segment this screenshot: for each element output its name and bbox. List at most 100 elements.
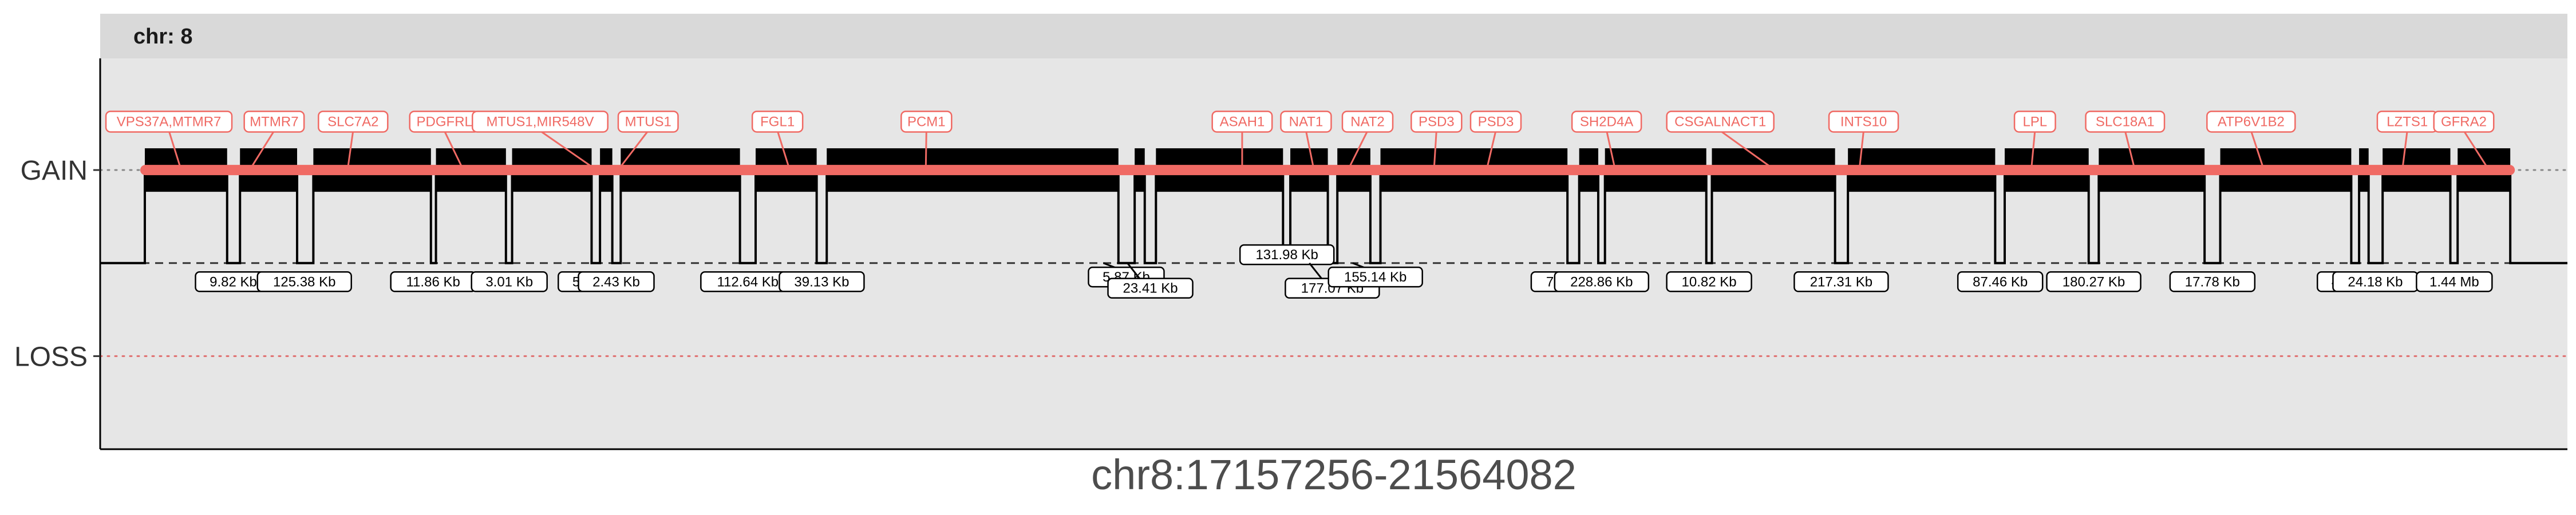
gene-label-16: INTS10 [1840, 114, 1887, 130]
gene-connector-5 [539, 130, 592, 168]
gene-connector-16 [1859, 130, 1865, 167]
gap-label-11: 131.98 Kb [1255, 247, 1318, 263]
gene-label-1: VPS37A,MTMR7 [117, 114, 222, 130]
gene-label-box-11 [1341, 110, 1394, 133]
gene-label-20: LZTS1 [2387, 114, 2428, 130]
gene-label-box-8 [900, 110, 953, 133]
gene-label-21: GFRA2 [2441, 114, 2487, 130]
gene-label-4: PDGFRL [417, 114, 472, 130]
gap-label-3: 11.86 Kb [406, 274, 460, 290]
gene-connector-20 [2401, 130, 2408, 167]
axes: GAIN LOSS [14, 58, 2567, 450]
panel-strip [100, 14, 2567, 58]
gap-label-box-11 [1239, 244, 1335, 266]
gene-connector-18 [2124, 130, 2135, 167]
gene-connector-19 [2250, 130, 2264, 167]
gap-label-box-16 [1666, 271, 1752, 292]
gene-label-box-13 [1469, 110, 1522, 133]
gap-label-1: 9.82 Kb [210, 274, 257, 290]
gene-label-7: FGL1 [760, 114, 795, 130]
gene-connector-10 [1305, 130, 1314, 167]
gene-label-18: SLC18A1 [2096, 114, 2155, 130]
gap-label-22: 24.18 Kb [2348, 274, 2403, 290]
gene-label-box-1 [105, 110, 233, 133]
gene-label-9: ASAH1 [1220, 114, 1265, 130]
gap-label-7: 112.64 Kb [717, 274, 779, 290]
gap-label-18: 87.46 Kb [1973, 274, 2028, 290]
gene-label-15: CSGALNACT1 [1674, 114, 1766, 130]
gene-connector-21 [2463, 130, 2488, 167]
gene-label-2: MTMR7 [250, 114, 298, 130]
gap-label-2: 125.38 Kb [273, 274, 335, 290]
gap-label-15: 228.86 Kb [1570, 274, 1633, 290]
gap-label-box-15 [1554, 271, 1650, 292]
gene-label-box-2 [243, 110, 305, 133]
gap-label-13: 155.14 Kb [1344, 270, 1406, 285]
x-axis-title: chr8:17157256-21564082 [1091, 451, 1577, 498]
gap-label-box-4 [471, 271, 548, 292]
gap-label-17: 217.31 Kb [1810, 274, 1872, 290]
gene-label-19: ATP6V1B2 [2218, 114, 2285, 130]
gap-label-box-20 [2169, 271, 2256, 292]
gene-label-11: NAT2 [1350, 114, 1385, 130]
gene-label-13: PSD3 [1478, 114, 1514, 130]
gene-label-box-17 [2013, 110, 2056, 133]
gap-label-box-17 [1793, 271, 1889, 292]
gap-label-box-18 [1957, 271, 2044, 292]
gene-connector-15 [1720, 130, 1771, 168]
gene-connector-11 [1349, 130, 1369, 167]
gene-label-12: PSD3 [1419, 114, 1455, 130]
gap-connector-10 [1127, 262, 1141, 280]
gene-connector-13 [1486, 130, 1497, 167]
gene-label-box-5 [471, 110, 609, 133]
gap-label-box-10 [1107, 278, 1194, 299]
gene-connector-4 [443, 130, 463, 167]
gene-connector-1 [168, 130, 181, 167]
gap-label-20: 17.78 Kb [2185, 274, 2240, 290]
gene-label-box-3 [318, 110, 389, 133]
gene-label-box-14 [1571, 110, 1642, 133]
gene-label-box-9 [1211, 110, 1273, 133]
gene-labels: VPS37A,MTMR7 MTMR7 SLC7A2 PDGFRL MTUS1,MIR54… [105, 110, 2495, 168]
gap-label-23: 1.44 Mb [2429, 274, 2479, 290]
gene-label-3: SLC7A2 [327, 114, 378, 130]
gap-label-box-19 [2046, 271, 2142, 292]
gene-label-box-15 [1666, 110, 1775, 133]
gene-label-8: PCM1 [907, 114, 946, 130]
gene-label-17: LPL [2022, 114, 2047, 130]
gap-label-19: 180.27 Kb [2063, 274, 2125, 290]
gap-label-10: 23.41 Kb [1123, 281, 1178, 296]
gain-bar [140, 165, 2515, 176]
y-tick-label-gain: GAIN [21, 156, 88, 186]
gap-label-box-13 [1327, 266, 1423, 288]
gain-segments [140, 148, 2515, 192]
gene-label-box-7 [751, 110, 804, 133]
gene-label-box-16 [1828, 110, 1899, 133]
gene-label-10: NAT1 [1289, 114, 1323, 130]
gene-connector-7 [776, 130, 790, 167]
gap-label-4: 3.01 Kb [485, 274, 533, 290]
gene-connector-17 [2030, 130, 2036, 167]
gene-connector-3 [347, 130, 354, 167]
gene-label-box-12 [1411, 110, 1463, 133]
gap-label-16: 10.82 Kb [1682, 274, 1737, 290]
gap-label-box-23 [2416, 271, 2493, 292]
gene-label-6: MTUS1 [625, 114, 671, 130]
gap-label-box-2 [256, 271, 352, 292]
gap-connector-12 [1309, 262, 1323, 280]
gap-label-8: 39.13 Kb [794, 274, 849, 290]
gap-label-6: 2.43 Kb [592, 274, 640, 290]
gene-label-5: MTUS1,MIR548V [486, 114, 594, 130]
gene-connector-14 [1606, 130, 1615, 167]
gene-connector-2 [251, 130, 275, 167]
gene-label-box-19 [2206, 110, 2296, 133]
gene-label-box-21 [2433, 110, 2495, 133]
y-tick-label-loss: LOSS [14, 342, 88, 372]
gene-connector-12 [1433, 130, 1437, 167]
gene-label-14: SH2D4A [1580, 114, 1633, 130]
gap-label-box-8 [779, 271, 865, 292]
panel-strip-label: chr: 8 [133, 25, 192, 49]
gap-label-box-6 [578, 271, 655, 292]
